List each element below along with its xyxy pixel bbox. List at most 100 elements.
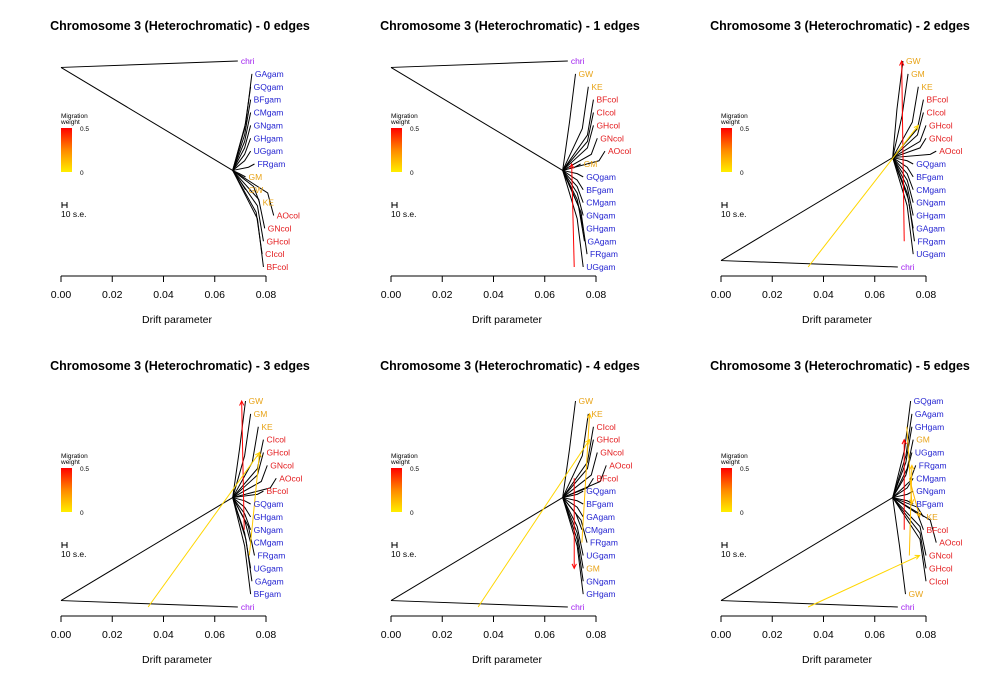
legend-min-label: 0 bbox=[410, 170, 414, 177]
edge-GHcol bbox=[232, 170, 264, 242]
panel-title: Chromosome 3 (Heterochromatic) - 0 edges bbox=[50, 19, 310, 33]
x-tick-label-2: 0.04 bbox=[153, 629, 174, 641]
x-tick-label-3: 0.06 bbox=[535, 289, 556, 301]
edge-FRgam bbox=[562, 497, 588, 543]
leaf-label-GW: GW bbox=[906, 56, 921, 66]
tree-edges bbox=[390, 60, 606, 268]
migration-arrowhead-1 bbox=[913, 124, 920, 131]
leaf-label-GQgam: GQgam bbox=[586, 486, 616, 496]
migration-arrowhead-0 bbox=[899, 59, 905, 66]
edge-GNgam bbox=[892, 157, 914, 203]
legend-min-label: 0 bbox=[80, 170, 84, 177]
edge-GHgam bbox=[892, 426, 913, 498]
scale-bar bbox=[391, 542, 398, 548]
edge-GQgam bbox=[562, 169, 584, 178]
legend-max-label: 0.5 bbox=[410, 466, 419, 473]
leaf-label-chri: chri bbox=[571, 56, 585, 66]
leaf-label-GAgam: GAgam bbox=[255, 69, 284, 79]
migration-arrowhead-0 bbox=[901, 438, 907, 445]
legend-min-label: 0 bbox=[740, 510, 744, 517]
edge-GW bbox=[892, 60, 904, 158]
leaf-label-BFgam: BFgam bbox=[586, 185, 613, 195]
edge-GNgam bbox=[232, 497, 252, 530]
edge-BFgam bbox=[892, 157, 914, 178]
edge-BFcol bbox=[562, 477, 594, 499]
leaf-label-GHgam: GHgam bbox=[915, 422, 944, 432]
tree-edges bbox=[390, 400, 607, 608]
leaf-label-GM: GM bbox=[249, 172, 263, 182]
tree-edges bbox=[60, 60, 275, 268]
panel-3: Chromosome 3 (Heterochromatic) - 3 edges… bbox=[50, 359, 310, 666]
migration-edge-1 bbox=[807, 125, 919, 268]
leaf-label-FRgam: FRgam bbox=[590, 538, 618, 548]
leaf-label-BFgam: BFgam bbox=[916, 499, 943, 509]
leaf-label-AOcol: AOcol bbox=[279, 473, 302, 483]
leaf-label-KE: KE bbox=[261, 422, 273, 432]
leaf-label-CMgam: CMgam bbox=[916, 185, 946, 195]
leaf-label-FRgam: FRgam bbox=[919, 460, 947, 470]
leaf-label-FRgam: FRgam bbox=[257, 551, 285, 561]
leaf-label-CMgam: CMgam bbox=[916, 473, 946, 483]
migration-edge-1 bbox=[147, 452, 260, 608]
x-tick-label-4: 0.08 bbox=[586, 629, 607, 641]
tree-edges bbox=[720, 400, 937, 608]
edge-BFcol bbox=[232, 490, 264, 499]
legend-title: Migration bbox=[61, 113, 88, 120]
leaf-label-GW: GW bbox=[249, 396, 264, 406]
migration-arrowhead-1 bbox=[585, 438, 591, 445]
leaf-label-GHcol: GHcol bbox=[596, 120, 620, 130]
edge-outgroup bbox=[60, 60, 238, 68]
scale-bar bbox=[61, 202, 68, 208]
legend-max-label: 0.5 bbox=[80, 126, 89, 133]
edge-BFgam bbox=[562, 497, 584, 505]
leaf-label-GHgam: GHgam bbox=[586, 589, 615, 599]
leaf-label-GAgam: GAgam bbox=[916, 223, 945, 233]
edge-KE bbox=[562, 86, 589, 171]
edge-GNcol bbox=[232, 170, 266, 229]
migration-arrowhead-1 bbox=[914, 554, 921, 560]
leaf-label-GQgam: GQgam bbox=[586, 172, 616, 182]
leaf-label-GHcol: GHcol bbox=[266, 236, 290, 246]
leaf-label-UGgam: UGgam bbox=[916, 249, 945, 259]
edge-GHcol bbox=[562, 439, 594, 498]
leaf-label-UGgam: UGgam bbox=[254, 146, 283, 156]
edge-UGgam bbox=[892, 452, 913, 498]
leaf-label-KE: KE bbox=[263, 198, 275, 208]
scale-bar bbox=[721, 542, 728, 548]
edge-outgroup bbox=[720, 600, 898, 608]
leaf-label-GQgam: GQgam bbox=[914, 396, 944, 406]
leaf-label-GHgam: GHgam bbox=[254, 133, 283, 143]
scale-bar-label: 10 s.e. bbox=[391, 549, 417, 559]
x-axis-label: Drift parameter bbox=[472, 314, 543, 326]
edge-FRgam bbox=[232, 163, 255, 171]
edge-ingroup-stem bbox=[390, 497, 563, 601]
x-tick-label-2: 0.04 bbox=[813, 629, 834, 641]
edge-AOcol bbox=[892, 150, 937, 159]
leaf-label-BFgam: BFgam bbox=[254, 95, 281, 105]
leaf-label-BFcol: BFcol bbox=[266, 262, 288, 272]
x-tick-label-4: 0.08 bbox=[916, 289, 937, 301]
leaf-label-CMgam: CMgam bbox=[254, 108, 284, 118]
edge-GW bbox=[562, 73, 576, 171]
leaf-label-GAgam: GAgam bbox=[915, 409, 944, 419]
leaf-label-UGgam: UGgam bbox=[586, 551, 615, 561]
leaf-label-CIcol: CIcol bbox=[596, 108, 615, 118]
leaf-label-GNgam: GNgam bbox=[916, 486, 945, 496]
leaf-label-BFcol: BFcol bbox=[266, 486, 288, 496]
panel-5: Chromosome 3 (Heterochromatic) - 5 edges… bbox=[710, 359, 970, 666]
leaf-label-CIcol: CIcol bbox=[266, 435, 285, 445]
leaf-label-GM: GM bbox=[586, 563, 600, 573]
scale-bar-label: 10 s.e. bbox=[61, 209, 87, 219]
scale-bar bbox=[721, 202, 728, 208]
migration-arrowhead-2 bbox=[586, 412, 592, 419]
edge-GM bbox=[562, 497, 584, 569]
leaf-label-AOcol: AOcol bbox=[277, 211, 300, 221]
edge-GQgam bbox=[562, 490, 584, 499]
migration-arrowhead-3 bbox=[915, 511, 922, 518]
edge-GW bbox=[562, 400, 576, 498]
legend-gradient-bar bbox=[391, 468, 402, 512]
migration-edge-1 bbox=[807, 555, 920, 608]
edge-BFgam bbox=[562, 170, 584, 191]
panel-title: Chromosome 3 (Heterochromatic) - 5 edges bbox=[710, 359, 970, 373]
